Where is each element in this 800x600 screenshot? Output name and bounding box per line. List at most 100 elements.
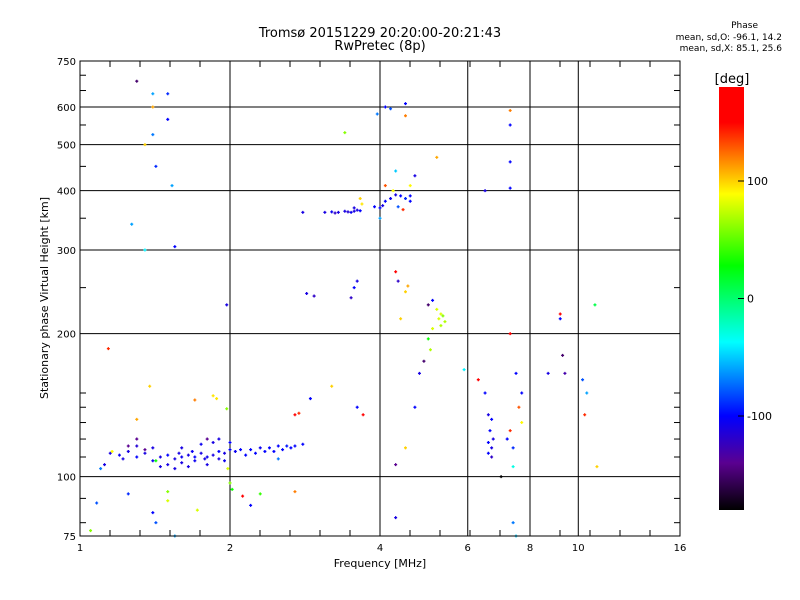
data-point [223,451,227,455]
data-point [508,429,512,433]
data-point [333,211,337,215]
data-point [166,463,170,467]
data-point [130,222,134,226]
data-point [349,296,353,300]
data-point [241,494,245,498]
data-point [581,378,585,382]
data-point [148,384,152,388]
data-point [401,208,405,212]
data-point [490,446,494,450]
data-point [110,449,114,453]
chart-subtitle: RwPretec (8p) [334,39,426,54]
data-point [276,457,280,461]
data-point [355,279,359,283]
data-point [166,117,170,121]
data-point [361,413,365,417]
data-point [193,459,197,463]
data-point [383,199,387,203]
data-point [422,359,426,363]
data-point [517,405,521,409]
data-point [151,446,155,450]
data-point [508,160,512,164]
data-point [190,449,194,453]
x-tick-label: 16 [674,543,687,554]
data-point [483,189,487,193]
data-point [563,371,567,375]
data-point [180,461,184,465]
data-point [301,442,305,446]
data-point [186,453,190,457]
data-point [239,448,243,452]
data-point [253,451,257,455]
data-point [211,394,215,398]
x-tick-label: 1 [77,543,83,554]
data-point [439,324,443,328]
data-point [244,453,248,457]
data-point [330,384,334,388]
data-point [217,457,221,461]
data-point [276,444,280,448]
data-point [558,317,562,321]
data-point [173,245,177,249]
data-point [373,205,377,209]
data-point [199,451,203,455]
data-point [258,446,262,450]
data-point [358,209,362,213]
data-point [490,417,494,421]
data-point [205,437,209,441]
data-point [108,451,112,455]
data-point [285,444,289,448]
data-point [435,307,439,311]
y-tick-label: 750 [57,57,76,68]
colorbar-ticks: 100 0 -100 [738,175,772,423]
data-point [486,451,490,455]
data-point [126,492,130,496]
data-point [403,446,407,450]
data-point [106,347,110,351]
data-point [158,455,162,459]
data-point [211,441,215,445]
data-point [381,204,385,208]
data-point [431,327,435,331]
data-point [394,193,398,197]
data-point [441,314,445,318]
data-point [396,279,400,283]
data-point [413,174,417,178]
data-point [346,210,350,214]
y-tick-label: 500 [57,141,76,152]
data-point [135,417,139,421]
data-point [258,492,262,496]
stats-heading: Phase [731,21,758,31]
colorbar-label: [deg] [715,72,750,87]
data-point [293,444,297,448]
data-point [486,413,490,417]
data-point [211,453,215,457]
data-point [143,248,147,252]
data-point [508,186,512,190]
data-point [486,441,490,445]
data-point [293,490,297,494]
data-point [403,114,407,118]
data-point [323,210,327,214]
data-point [561,353,565,357]
x-tick-label: 4 [377,543,383,554]
x-axis-label: Frequency [MHz] [334,557,426,570]
data-point [180,446,184,450]
data-point [249,503,253,507]
data-point [199,442,203,446]
data-point [378,216,382,220]
data-point [267,446,271,450]
data-point [305,291,309,295]
data-point [203,457,207,461]
data-point [488,429,492,433]
data-point [491,437,495,441]
data-point [396,205,400,209]
data-point [349,210,353,214]
data-point [297,411,301,415]
data-point [520,391,524,395]
data-point [483,391,487,395]
data-point [177,451,181,455]
data-point [508,123,512,127]
data-point [233,449,237,453]
y-tick-label: 75 [63,532,76,543]
